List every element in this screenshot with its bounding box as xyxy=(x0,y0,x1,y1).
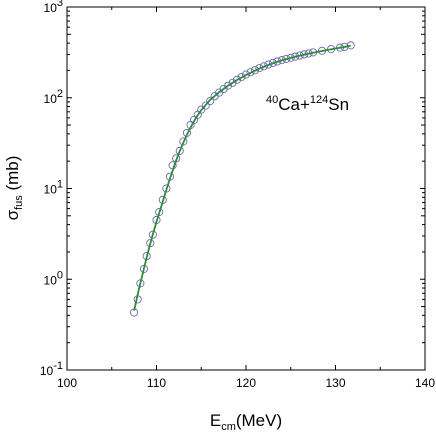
y-tick-label: 100 xyxy=(44,269,63,287)
annotation-sup-1: 40 xyxy=(266,94,278,106)
y-tick-exponent: 0 xyxy=(57,269,63,281)
y-axis-label-sub: fus xyxy=(13,195,25,210)
fit-curve xyxy=(133,44,351,311)
y-tick-exponent: -1 xyxy=(53,360,63,372)
data-point xyxy=(346,41,355,50)
x-axis-ticks: 100 110 120 130 140 xyxy=(57,7,435,390)
data-point xyxy=(197,105,206,114)
annotation-text-2: Sn xyxy=(328,95,349,114)
y-tick-label: 101 xyxy=(44,179,63,197)
data-point xyxy=(264,60,273,69)
y-tick-label: 102 xyxy=(44,88,63,106)
x-tick-label: 140 xyxy=(415,376,435,390)
data-point xyxy=(175,146,184,155)
data-point xyxy=(259,62,268,71)
data-point xyxy=(241,70,251,79)
data-point xyxy=(201,101,210,110)
y-tick-base: 10 xyxy=(40,364,54,378)
y-tick-base: 10 xyxy=(44,92,58,106)
x-axis-label-sub: cm xyxy=(221,421,236,433)
series-layer xyxy=(130,41,355,317)
y-tick-exponent: 1 xyxy=(57,179,63,191)
annotation-sup-2: 124 xyxy=(310,94,328,106)
x-tick-label: 130 xyxy=(325,376,345,390)
data-point xyxy=(246,68,255,77)
data-point xyxy=(206,96,215,106)
y-axis-label: σfus (mb) xyxy=(3,156,25,221)
y-axis-label-main: σ xyxy=(3,209,22,220)
data-point xyxy=(232,75,242,84)
x-tick-label: 120 xyxy=(236,376,256,390)
reaction-annotation: 40Ca+124Sn xyxy=(266,94,349,114)
x-tick-label: 100 xyxy=(57,376,77,390)
y-tick-label: 103 xyxy=(44,0,63,15)
y-tick-exponent: 2 xyxy=(57,88,63,100)
x-tick-label: 110 xyxy=(147,376,166,390)
data-point xyxy=(237,73,246,82)
y-tick-label: 10-1 xyxy=(40,360,63,378)
y-tick-base: 10 xyxy=(44,183,58,197)
x-axis-label: Ecm(MeV) xyxy=(210,411,282,433)
y-axis-label-rest: (mb) xyxy=(3,156,22,196)
annotation-text-1: Ca+ xyxy=(278,95,310,114)
data-point xyxy=(179,137,188,146)
data-point xyxy=(250,66,259,75)
data-point xyxy=(224,81,233,90)
plot-area-frame xyxy=(66,6,426,371)
x-axis-label-rest: (MeV) xyxy=(236,411,282,430)
y-tick-base: 10 xyxy=(44,1,58,15)
data-point xyxy=(255,64,264,73)
x-axis-label-main: E xyxy=(210,411,221,430)
y-tick-exponent: 3 xyxy=(57,0,63,9)
y-tick-base: 10 xyxy=(44,273,58,287)
